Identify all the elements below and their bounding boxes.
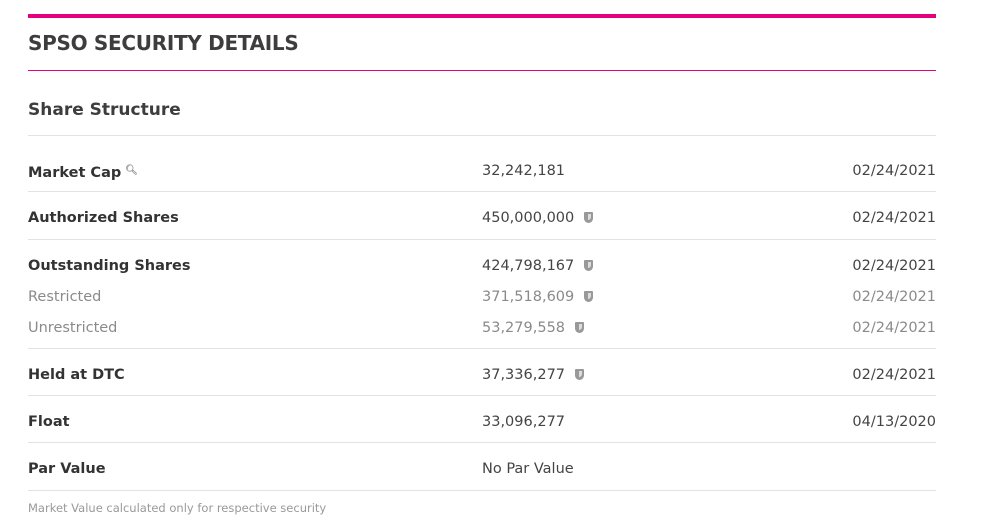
shield-icon[interactable] bbox=[584, 291, 594, 302]
row-market-cap: Market Cap 🔍︎ 32,242,181 02/24/2021 bbox=[28, 160, 936, 182]
row-value: 37,336,277 bbox=[482, 364, 585, 386]
row-outstanding-shares: Outstanding Shares 424,798,167 02/24/202… bbox=[28, 255, 936, 277]
shield-icon[interactable] bbox=[584, 260, 594, 271]
accent-bar bbox=[28, 14, 936, 18]
value-text: 53,279,558 bbox=[482, 320, 566, 336]
divider bbox=[28, 135, 936, 136]
row-value: 450,000,000 bbox=[482, 207, 594, 229]
divider bbox=[28, 239, 936, 240]
row-held-at-dtc: Held at DTC 37,336,277 02/24/2021 bbox=[28, 364, 936, 386]
row-label: Outstanding Shares bbox=[28, 258, 191, 274]
row-value: 32,242,181 bbox=[482, 163, 566, 179]
row-date: 04/13/2020 bbox=[852, 414, 936, 430]
row-value: No Par Value bbox=[482, 461, 574, 477]
row-date: 02/24/2021 bbox=[852, 320, 936, 336]
value-text: 371,518,609 bbox=[482, 289, 575, 305]
row-label: Float bbox=[28, 414, 70, 430]
row-label: Authorized Shares bbox=[28, 210, 179, 226]
row-value: 33,096,277 bbox=[482, 414, 566, 430]
row-date: 02/24/2021 bbox=[852, 163, 936, 179]
divider bbox=[28, 490, 936, 491]
row-value: 371,518,609 bbox=[482, 286, 594, 308]
row-date: 02/24/2021 bbox=[852, 289, 936, 305]
row-date: 02/24/2021 bbox=[852, 367, 936, 383]
divider bbox=[28, 348, 936, 349]
title-divider bbox=[28, 70, 936, 71]
page-title: SPSO SECURITY DETAILS bbox=[28, 31, 299, 55]
magnifier-icon[interactable]: 🔍︎ bbox=[125, 165, 138, 176]
row-label: Market Cap 🔍︎ bbox=[28, 160, 138, 184]
section-heading: Share Structure bbox=[28, 100, 181, 120]
value-text: 424,798,167 bbox=[482, 258, 575, 274]
row-label: Held at DTC bbox=[28, 367, 125, 383]
divider bbox=[28, 442, 936, 443]
value-text: 37,336,277 bbox=[482, 367, 566, 383]
row-float: Float 33,096,277 04/13/2020 bbox=[28, 411, 936, 433]
shield-icon[interactable] bbox=[575, 322, 585, 333]
row-value: 424,798,167 bbox=[482, 255, 594, 277]
label-text: Market Cap bbox=[28, 165, 122, 181]
footnote: Market Value calculated only for respect… bbox=[28, 501, 327, 515]
row-par-value: Par Value No Par Value bbox=[28, 458, 936, 480]
shield-icon[interactable] bbox=[584, 212, 594, 223]
row-unrestricted: Unrestricted 53,279,558 02/24/2021 bbox=[28, 317, 936, 339]
row-label: Restricted bbox=[28, 289, 102, 305]
row-label: Par Value bbox=[28, 461, 106, 477]
divider bbox=[28, 191, 936, 192]
row-restricted: Restricted 371,518,609 02/24/2021 bbox=[28, 286, 936, 308]
value-text: 450,000,000 bbox=[482, 210, 575, 226]
shield-icon[interactable] bbox=[575, 369, 585, 380]
row-value: 53,279,558 bbox=[482, 317, 585, 339]
row-label: Unrestricted bbox=[28, 320, 118, 336]
divider bbox=[28, 395, 936, 396]
row-authorized-shares: Authorized Shares 450,000,000 02/24/2021 bbox=[28, 207, 936, 229]
row-date: 02/24/2021 bbox=[852, 210, 936, 226]
row-date: 02/24/2021 bbox=[852, 258, 936, 274]
